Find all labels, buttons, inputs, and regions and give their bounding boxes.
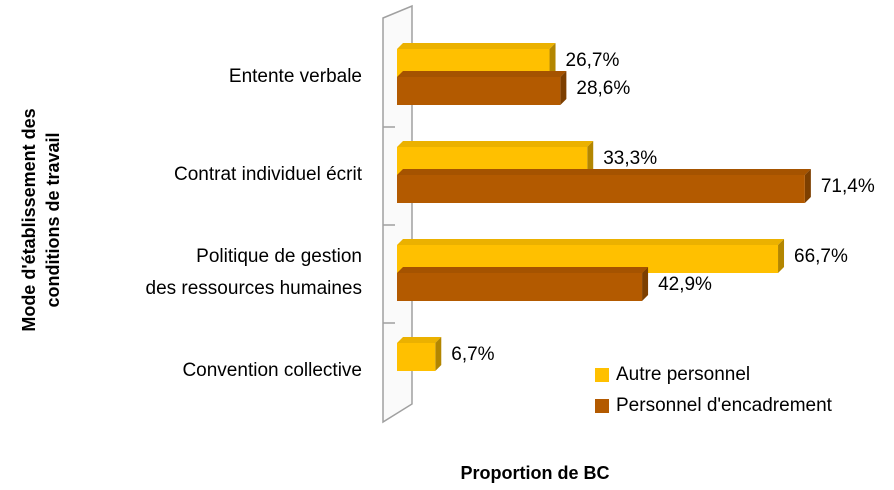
legend-swatch bbox=[595, 368, 609, 382]
data-label: 66,7% bbox=[794, 246, 848, 267]
legend-label: Personnel d'encadrement bbox=[616, 395, 833, 416]
y-axis-title-line: Mode d'établissement des bbox=[19, 108, 39, 331]
bar-top bbox=[397, 267, 649, 273]
y-axis-title-line: conditions de travail bbox=[43, 132, 63, 307]
y-tick-label: Entente verbale bbox=[229, 66, 362, 87]
legend-label: Autre personnel bbox=[616, 364, 750, 385]
bar-side bbox=[435, 337, 442, 371]
bar-side bbox=[560, 71, 567, 105]
y-tick-label: Politique de gestion bbox=[196, 246, 362, 267]
data-label: 28,6% bbox=[576, 78, 630, 99]
data-label: 42,9% bbox=[658, 274, 712, 295]
bar-side bbox=[549, 43, 556, 77]
y-tick-label: des ressources humaines bbox=[146, 278, 363, 299]
bar-top bbox=[397, 141, 594, 147]
y-tick-label: Convention collective bbox=[182, 360, 362, 381]
bar-top bbox=[397, 71, 567, 77]
back-wall bbox=[382, 4, 413, 424]
bar-top bbox=[397, 169, 811, 175]
data-label: 6,7% bbox=[451, 344, 494, 365]
legend-swatch bbox=[595, 399, 609, 413]
bar bbox=[397, 175, 805, 203]
y-axis-title: Mode d'établissement des conditions de t… bbox=[19, 108, 63, 331]
bar-top bbox=[397, 239, 785, 245]
data-label: 71,4% bbox=[821, 176, 875, 197]
data-label: 26,7% bbox=[566, 50, 620, 71]
bar-top bbox=[397, 43, 556, 49]
bar-side bbox=[778, 239, 785, 273]
bar-side bbox=[642, 267, 649, 301]
bar-top bbox=[397, 337, 442, 343]
bar bbox=[397, 77, 561, 105]
bar-side bbox=[587, 141, 594, 175]
bar-side bbox=[804, 169, 811, 203]
bar bbox=[397, 343, 436, 371]
data-label: 33,3% bbox=[603, 148, 657, 169]
y-tick-label: Contrat individuel écrit bbox=[174, 164, 363, 185]
x-axis-title: Proportion de BC bbox=[461, 463, 610, 483]
bar bbox=[397, 273, 643, 301]
